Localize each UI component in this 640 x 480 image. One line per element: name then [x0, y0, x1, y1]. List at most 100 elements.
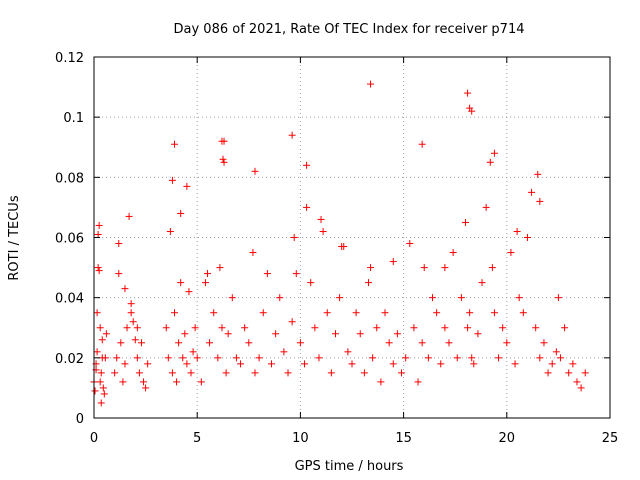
- data-point: [170, 140, 178, 148]
- data-point: [490, 309, 498, 317]
- data-point: [179, 354, 187, 362]
- data-point: [119, 378, 127, 386]
- data-point: [428, 294, 436, 302]
- data-point: [548, 360, 556, 368]
- data-point: [288, 318, 296, 326]
- data-point: [292, 270, 300, 278]
- data-point: [424, 354, 432, 362]
- data-point: [367, 80, 375, 88]
- data-point: [323, 309, 331, 317]
- data-point: [95, 267, 103, 275]
- data-point: [241, 324, 249, 332]
- data-point: [532, 324, 540, 332]
- y-tick-label: 0.12: [55, 51, 84, 66]
- data-point: [102, 330, 110, 338]
- data-point: [507, 249, 515, 257]
- data-point: [445, 339, 453, 347]
- data-point: [499, 324, 507, 332]
- data-point: [344, 348, 352, 356]
- data-point: [117, 339, 125, 347]
- data-point: [166, 227, 174, 235]
- data-point: [307, 279, 315, 287]
- data-point: [410, 324, 418, 332]
- data-point: [99, 384, 107, 392]
- data-point: [93, 309, 101, 317]
- data-point: [177, 209, 185, 217]
- chart-title: Day 086 of 2021, Rate Of TEC Index for r…: [174, 22, 525, 37]
- y-axis-label: ROTI / TECUs: [7, 195, 22, 280]
- y-tick-label: 0.1: [63, 111, 84, 126]
- data-point: [301, 360, 309, 368]
- x-tick-label: 0: [90, 431, 98, 446]
- data-point: [115, 240, 123, 248]
- data-point: [561, 324, 569, 332]
- data-point: [224, 330, 232, 338]
- data-point: [441, 324, 449, 332]
- data-point: [565, 369, 573, 377]
- data-point: [201, 279, 209, 287]
- data-point: [453, 354, 461, 362]
- data-point: [573, 378, 581, 386]
- data-point: [437, 360, 445, 368]
- data-point: [290, 234, 298, 241]
- data-point: [181, 330, 189, 338]
- data-point: [327, 369, 335, 377]
- data-point: [513, 227, 521, 235]
- data-point: [577, 384, 585, 392]
- data-point: [237, 360, 245, 368]
- data-point: [183, 182, 191, 190]
- data-point: [540, 339, 548, 347]
- data-point: [193, 354, 201, 362]
- data-point: [204, 270, 212, 278]
- data-point: [276, 294, 284, 302]
- data-point: [125, 212, 133, 220]
- data-point: [251, 369, 259, 377]
- data-point: [123, 324, 131, 332]
- data-point: [478, 279, 486, 287]
- data-point: [536, 354, 544, 362]
- data-point: [206, 339, 214, 347]
- data-point: [311, 324, 319, 332]
- data-point: [97, 399, 105, 407]
- x-tick-label: 15: [395, 431, 412, 446]
- data-point: [348, 360, 356, 368]
- data-point: [168, 369, 176, 377]
- data-point: [175, 339, 183, 347]
- data-point: [418, 140, 426, 148]
- x-tick-label: 25: [602, 431, 619, 446]
- data-point: [569, 360, 577, 368]
- data-point: [338, 243, 346, 251]
- data-point: [94, 230, 102, 238]
- data-point: [503, 339, 511, 347]
- data-points: [90, 80, 589, 407]
- data-point: [218, 324, 226, 332]
- data-point: [449, 249, 457, 257]
- data-point: [402, 354, 410, 362]
- data-point: [544, 369, 552, 377]
- data-point: [185, 288, 193, 296]
- data-point: [222, 369, 230, 377]
- y-tick-label: 0: [76, 412, 84, 427]
- data-point: [462, 218, 470, 226]
- data-point: [140, 378, 148, 386]
- data-point: [486, 158, 494, 166]
- data-point: [474, 330, 482, 338]
- data-point: [393, 330, 401, 338]
- data-point: [515, 294, 523, 302]
- data-point: [280, 348, 288, 356]
- data-point: [470, 360, 478, 368]
- data-point: [94, 264, 102, 272]
- data-point: [144, 360, 152, 368]
- data-point: [98, 336, 106, 344]
- data-point: [552, 348, 560, 356]
- data-point: [210, 309, 218, 317]
- data-point: [127, 300, 135, 308]
- data-point: [365, 279, 373, 287]
- data-point: [482, 203, 490, 211]
- data-point: [336, 294, 344, 302]
- data-point: [303, 203, 311, 211]
- data-point: [197, 378, 205, 386]
- data-point: [389, 360, 397, 368]
- data-point: [96, 324, 104, 332]
- data-point: [113, 354, 121, 362]
